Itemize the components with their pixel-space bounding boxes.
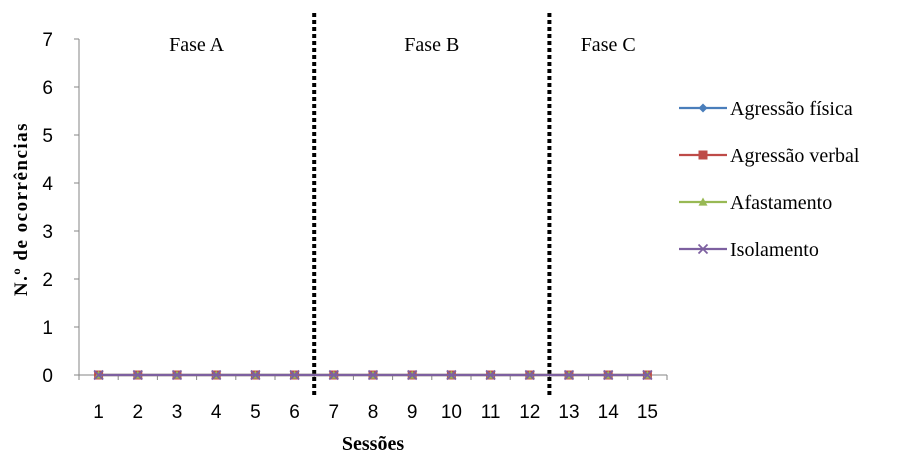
legend-item: Afastamento [679,192,832,214]
y-axis-title: N.º de ocorrências [11,122,32,296]
data-point [642,369,653,381]
phase-labels: Fase A Fase B Fase C [169,34,636,56]
y-tick-label: 0 [42,366,53,387]
legend-label: Isolamento [730,239,819,261]
x-tick-label: 14 [598,402,620,423]
legend-item: Agressão verbal [679,145,860,167]
x-tick-label: 1 [93,402,104,423]
x-tick-label: 3 [172,402,183,423]
data-point [446,369,457,381]
legend-label: Afastamento [730,192,832,214]
data-point [603,369,614,381]
phase-dividers [312,13,552,397]
x-tick-label: 8 [368,402,379,423]
data-point [367,369,379,381]
y-ticks: 0 1 2 3 4 5 6 7 [42,30,79,387]
y-tick-label: 7 [42,30,53,51]
x-tick-label: 13 [558,402,579,423]
x-ticks: 1 2 3 4 5 6 7 8 9 10 11 12 13 14 15 [78,375,668,423]
x-tick-label: 2 [133,402,144,423]
x-tick-label: 11 [481,402,501,423]
phase-label: Fase A [169,34,225,56]
x-axis-title: Sessões [342,433,404,455]
data-point [524,369,535,381]
x-tick-label: 5 [250,402,261,423]
x-tick-label: 15 [637,402,658,423]
x-tick-label: 6 [289,402,300,423]
x-tick-label: 12 [519,402,540,423]
y-tick-label: 3 [42,222,53,243]
data-point [132,369,143,381]
y-tick-label: 1 [42,318,53,339]
legend: Agressão física Agressão verbal Afastament… [679,98,860,261]
data-point [485,369,496,381]
data-point [328,369,339,381]
data-point [211,369,222,381]
data-point [93,369,104,381]
legend-marker [697,243,709,255]
data-point [171,369,183,381]
phase-label: Fase C [581,34,636,56]
x-tick-label: 7 [329,402,340,423]
y-tick-label: 6 [42,78,53,99]
x-tick-label: 4 [211,402,222,423]
legend-marker [698,197,708,206]
series-layer [93,369,653,381]
data-point [289,369,300,381]
legend-label: Agressão física [730,98,853,120]
legend-label: Agressão verbal [730,145,860,167]
legend-marker [698,103,708,113]
x-tick-label: 9 [407,402,418,423]
y-tick-label: 5 [42,126,53,147]
y-tick-label: 2 [42,270,53,291]
x-tick-label: 10 [441,402,462,423]
series-3 [93,369,653,381]
legend-item: Isolamento [679,239,819,261]
data-point [250,369,261,381]
legend-item: Agressão física [679,98,853,120]
phase-label: Fase B [404,34,459,56]
data-point [563,369,575,381]
y-tick-label: 4 [42,174,53,195]
legend-marker [698,150,708,160]
data-point [407,369,418,381]
